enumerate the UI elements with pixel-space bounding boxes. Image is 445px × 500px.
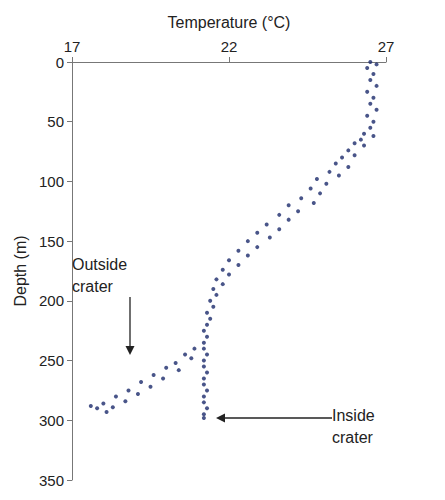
svg-text:22: 22 — [221, 38, 238, 55]
svg-text:crater: crater — [332, 429, 374, 446]
svg-text:Temperature (°C): Temperature (°C) — [168, 14, 291, 31]
svg-text:200: 200 — [39, 292, 64, 309]
svg-text:17: 17 — [64, 38, 81, 55]
svg-text:0: 0 — [56, 54, 64, 71]
svg-text:250: 250 — [39, 352, 64, 369]
svg-text:50: 50 — [47, 113, 64, 130]
svg-text:100: 100 — [39, 173, 64, 190]
svg-text:300: 300 — [39, 412, 64, 429]
svg-text:150: 150 — [39, 233, 64, 250]
svg-text:Inside: Inside — [332, 407, 379, 424]
svg-text:350: 350 — [39, 472, 64, 489]
svg-text:Depth (m): Depth (m) — [12, 235, 29, 306]
svg-text:crater: crater — [72, 278, 114, 295]
svg-text:27: 27 — [378, 38, 395, 55]
svg-text:Outside: Outside — [72, 256, 132, 273]
